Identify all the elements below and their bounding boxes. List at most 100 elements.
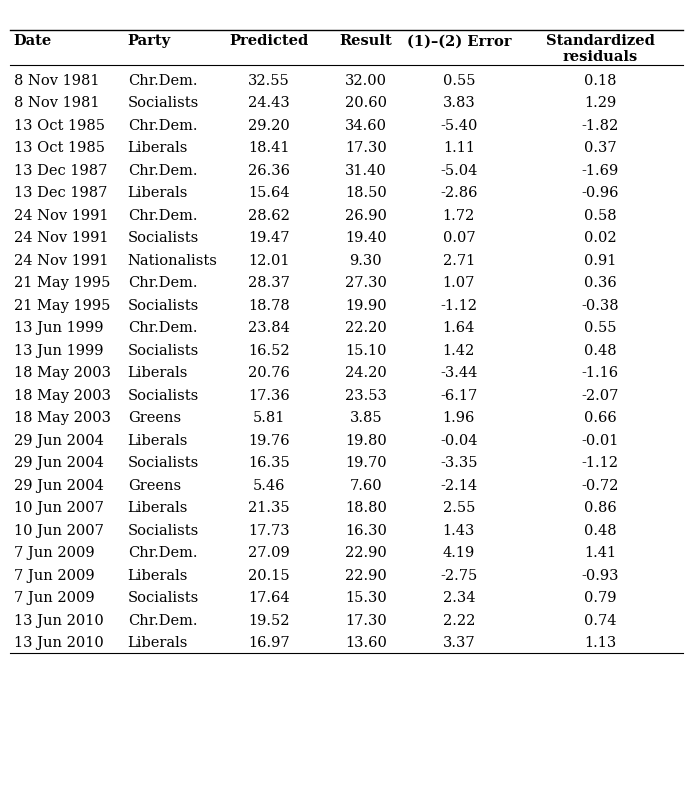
Text: -3.35: -3.35	[440, 456, 477, 471]
Text: Chr.Dem.: Chr.Dem.	[128, 277, 197, 290]
Text: -5.40: -5.40	[440, 119, 477, 133]
Text: 29.20: 29.20	[248, 119, 290, 133]
Text: 20.60: 20.60	[345, 96, 386, 111]
Text: 0.48: 0.48	[584, 344, 617, 358]
Text: 7 Jun 2009: 7 Jun 2009	[14, 546, 95, 560]
Text: -3.44: -3.44	[440, 366, 477, 381]
Text: 2.34: 2.34	[442, 591, 475, 606]
Text: 20.76: 20.76	[248, 366, 290, 381]
Text: Socialists: Socialists	[128, 524, 199, 538]
Text: 28.37: 28.37	[248, 277, 290, 290]
Text: -1.69: -1.69	[582, 164, 619, 178]
Text: 13.60: 13.60	[345, 636, 386, 650]
Text: 2.55: 2.55	[443, 502, 475, 515]
Text: Greens: Greens	[128, 412, 181, 425]
Text: 1.42: 1.42	[443, 344, 475, 358]
Text: 3.83: 3.83	[442, 96, 475, 111]
Text: Liberals: Liberals	[128, 142, 188, 156]
Text: 29 Jun 2004: 29 Jun 2004	[14, 434, 104, 448]
Text: 18.41: 18.41	[248, 142, 290, 156]
Text: 19.80: 19.80	[345, 434, 386, 448]
Text: 13 Oct 1985: 13 Oct 1985	[14, 142, 105, 156]
Text: 24 Nov 1991: 24 Nov 1991	[14, 254, 108, 268]
Text: 15.30: 15.30	[345, 591, 386, 606]
Text: 18 May 2003: 18 May 2003	[14, 389, 111, 403]
Text: 7 Jun 2009: 7 Jun 2009	[14, 569, 95, 583]
Text: 4.19: 4.19	[443, 546, 475, 560]
Text: -1.16: -1.16	[582, 366, 619, 381]
Text: 3.37: 3.37	[442, 636, 475, 650]
Text: 13 Dec 1987: 13 Dec 1987	[14, 164, 107, 178]
Text: Socialists: Socialists	[128, 456, 199, 471]
Text: 22.20: 22.20	[345, 321, 386, 335]
Text: 18.50: 18.50	[345, 186, 386, 200]
Text: Socialists: Socialists	[128, 389, 199, 403]
Text: Chr.Dem.: Chr.Dem.	[128, 546, 197, 560]
Text: 29 Jun 2004: 29 Jun 2004	[14, 456, 104, 471]
Text: 15.10: 15.10	[345, 344, 386, 358]
Text: 26.90: 26.90	[345, 209, 386, 223]
Text: 1.43: 1.43	[443, 524, 475, 538]
Text: 13 Oct 1985: 13 Oct 1985	[14, 119, 105, 133]
Text: 5.81: 5.81	[253, 412, 285, 425]
Text: residuals: residuals	[562, 50, 638, 64]
Text: 0.58: 0.58	[584, 209, 617, 223]
Text: 0.02: 0.02	[584, 231, 617, 246]
Text: 0.18: 0.18	[584, 74, 617, 88]
Text: 16.97: 16.97	[248, 636, 290, 650]
Text: 16.52: 16.52	[248, 344, 290, 358]
Text: 12.01: 12.01	[248, 254, 290, 268]
Text: Socialists: Socialists	[128, 96, 199, 111]
Text: 24 Nov 1991: 24 Nov 1991	[14, 209, 108, 223]
Text: 0.36: 0.36	[584, 277, 617, 290]
Text: 1.41: 1.41	[584, 546, 616, 560]
Text: 16.30: 16.30	[345, 524, 386, 538]
Text: Socialists: Socialists	[128, 344, 199, 358]
Text: -6.17: -6.17	[440, 389, 477, 403]
Text: Result: Result	[339, 34, 392, 48]
Text: Liberals: Liberals	[128, 366, 188, 381]
Text: 7 Jun 2009: 7 Jun 2009	[14, 591, 95, 606]
Text: 18 May 2003: 18 May 2003	[14, 366, 111, 381]
Text: 23.53: 23.53	[345, 389, 386, 403]
Text: 19.52: 19.52	[248, 614, 290, 628]
Text: -2.07: -2.07	[582, 389, 619, 403]
Text: Chr.Dem.: Chr.Dem.	[128, 209, 197, 223]
Text: 17.30: 17.30	[345, 614, 386, 628]
Text: -0.04: -0.04	[440, 434, 477, 448]
Text: 0.79: 0.79	[584, 591, 617, 606]
Text: 1.29: 1.29	[584, 96, 616, 111]
Text: 13 Jun 2010: 13 Jun 2010	[14, 636, 104, 650]
Text: Nationalists: Nationalists	[128, 254, 217, 268]
Text: 9.30: 9.30	[349, 254, 382, 268]
Text: Date: Date	[14, 34, 52, 48]
Text: 22.90: 22.90	[345, 546, 386, 560]
Text: 32.00: 32.00	[345, 74, 386, 88]
Text: 13 Dec 1987: 13 Dec 1987	[14, 186, 107, 200]
Text: 1.72: 1.72	[443, 209, 475, 223]
Text: -2.86: -2.86	[440, 186, 477, 200]
Text: 0.55: 0.55	[584, 321, 617, 335]
Text: Predicted: Predicted	[230, 34, 308, 48]
Text: 0.48: 0.48	[584, 524, 617, 538]
Text: -1.12: -1.12	[440, 299, 477, 313]
Text: 8 Nov 1981: 8 Nov 1981	[14, 74, 99, 88]
Text: 21.35: 21.35	[248, 502, 290, 515]
Text: Party: Party	[128, 34, 170, 48]
Text: Liberals: Liberals	[128, 434, 188, 448]
Text: 31.40: 31.40	[345, 164, 386, 178]
Text: 19.47: 19.47	[248, 231, 290, 246]
Text: 24.20: 24.20	[345, 366, 386, 381]
Text: -0.93: -0.93	[582, 569, 619, 583]
Text: Liberals: Liberals	[128, 569, 188, 583]
Text: 34.60: 34.60	[345, 119, 386, 133]
Text: -0.72: -0.72	[582, 479, 619, 493]
Text: 0.37: 0.37	[584, 142, 617, 156]
Text: (1)–(2) Error: (1)–(2) Error	[406, 34, 511, 48]
Text: 24.43: 24.43	[248, 96, 290, 111]
Text: 13 Jun 1999: 13 Jun 1999	[14, 321, 104, 335]
Text: 0.86: 0.86	[584, 502, 617, 515]
Text: 7.60: 7.60	[349, 479, 382, 493]
Text: Socialists: Socialists	[128, 299, 199, 313]
Text: 17.36: 17.36	[248, 389, 290, 403]
